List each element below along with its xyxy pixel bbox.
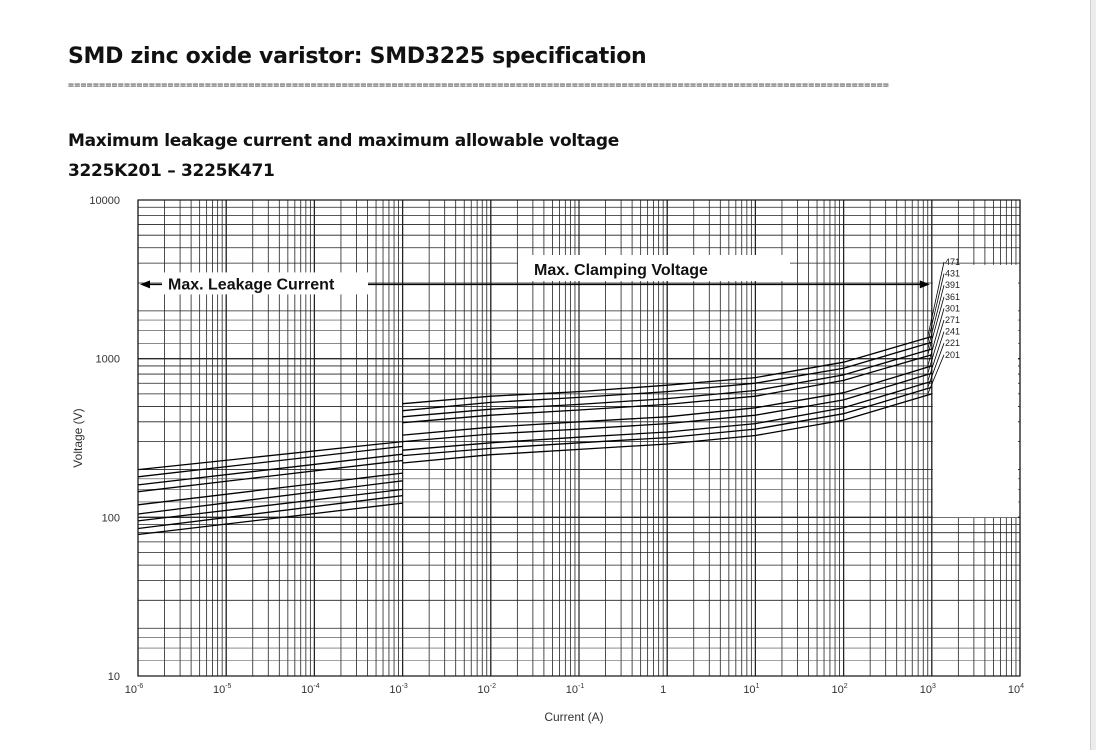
clamping-curve-201	[402, 393, 932, 464]
y-tick-label: 10000	[89, 195, 120, 207]
series-label-361: 361	[945, 292, 960, 302]
clamping-annotation-label: Max. Clamping Voltage	[534, 262, 708, 279]
series-label-leader	[927, 273, 945, 343]
series-label-271: 271	[945, 315, 960, 325]
clamping-curve-361	[402, 354, 932, 424]
x-tick-label: 10-4	[301, 683, 320, 696]
clamping-curve-471	[402, 335, 932, 405]
x-tick-label: 10-5	[213, 683, 232, 696]
clamping-curve-431	[402, 341, 932, 412]
axis-ticks: 10-6 10-5 10-4 10-3 10-2 10-1 1 101 102 103 104 10 1…	[89, 195, 1024, 696]
clamping-curve-391	[402, 348, 932, 418]
series-label-471: 471	[945, 257, 960, 267]
clamping-arrow-head	[919, 280, 930, 289]
x-tick-label: 10-6	[125, 683, 144, 696]
x-tick-label: 1	[660, 684, 666, 696]
clamping-curve-301	[402, 365, 932, 436]
chart-series	[137, 335, 932, 536]
leakage-curve-241	[137, 488, 403, 522]
x-tick-label: 10-3	[389, 683, 408, 696]
x-tick-label: 101	[743, 683, 759, 696]
leakage-curve-391	[137, 453, 403, 486]
plot-frame	[137, 199, 1021, 677]
series-label-leader	[927, 296, 945, 355]
series-label-241: 241	[945, 327, 960, 337]
clamping-curve-241	[402, 380, 932, 451]
chart-annotations: Max. Leakage Current Max. Clamping Voltag…	[140, 255, 930, 295]
section-heading: Maximum leakage current and maximum allo…	[68, 131, 619, 151]
leakage-annotation-label: Max. Leakage Current	[168, 276, 335, 293]
leakage-arrow-head	[140, 280, 150, 289]
leakage-curve-271	[137, 480, 403, 515]
x-axis-label: Current (A)	[544, 710, 603, 724]
leakage-curve-431	[137, 445, 403, 478]
leakage-curve-471	[137, 440, 403, 471]
clamping-curve-271	[402, 372, 932, 443]
x-tick-label: 10-1	[566, 683, 585, 696]
clamping-annotation-bg	[518, 255, 790, 281]
leakage-annotation-bg	[162, 272, 368, 295]
y-tick-label: 1000	[96, 354, 120, 366]
series-label-leader	[927, 308, 945, 367]
x-tick-label: 103	[920, 683, 936, 696]
series-label-leader	[927, 343, 945, 388]
x-tick-label: 104	[1008, 683, 1024, 696]
series-label-221: 221	[945, 338, 960, 348]
series-label-301: 301	[945, 303, 960, 313]
part-range-heading: 3225K201 – 3225K471	[68, 161, 275, 181]
y-tick-label: 10	[108, 671, 120, 683]
series-label-201: 201	[945, 350, 960, 360]
page-title: SMD zinc oxide varistor: SMD3225 specifi…	[68, 44, 647, 69]
y-axis-label: Voltage (V)	[71, 408, 85, 467]
leakage-curve-301	[137, 472, 403, 506]
title-divider: ========================================…	[68, 80, 890, 91]
series-label-leader	[927, 331, 945, 382]
series-label-leader	[927, 354, 945, 395]
series-label-431: 431	[945, 269, 960, 279]
series-label-391: 391	[945, 280, 960, 290]
y-tick-label: 100	[102, 512, 120, 524]
leakage-curve-201	[137, 502, 403, 536]
series-label-leader	[927, 319, 945, 374]
series-label-box	[932, 264, 1018, 518]
clamping-curve-221	[402, 386, 932, 457]
leakage-curve-221	[137, 494, 403, 530]
series-label-leader	[927, 285, 945, 350]
leakage-curve-361	[137, 459, 403, 493]
x-tick-label: 102	[832, 683, 848, 696]
x-tick-label: 10-2	[478, 683, 497, 696]
series-label-leader	[927, 261, 945, 337]
